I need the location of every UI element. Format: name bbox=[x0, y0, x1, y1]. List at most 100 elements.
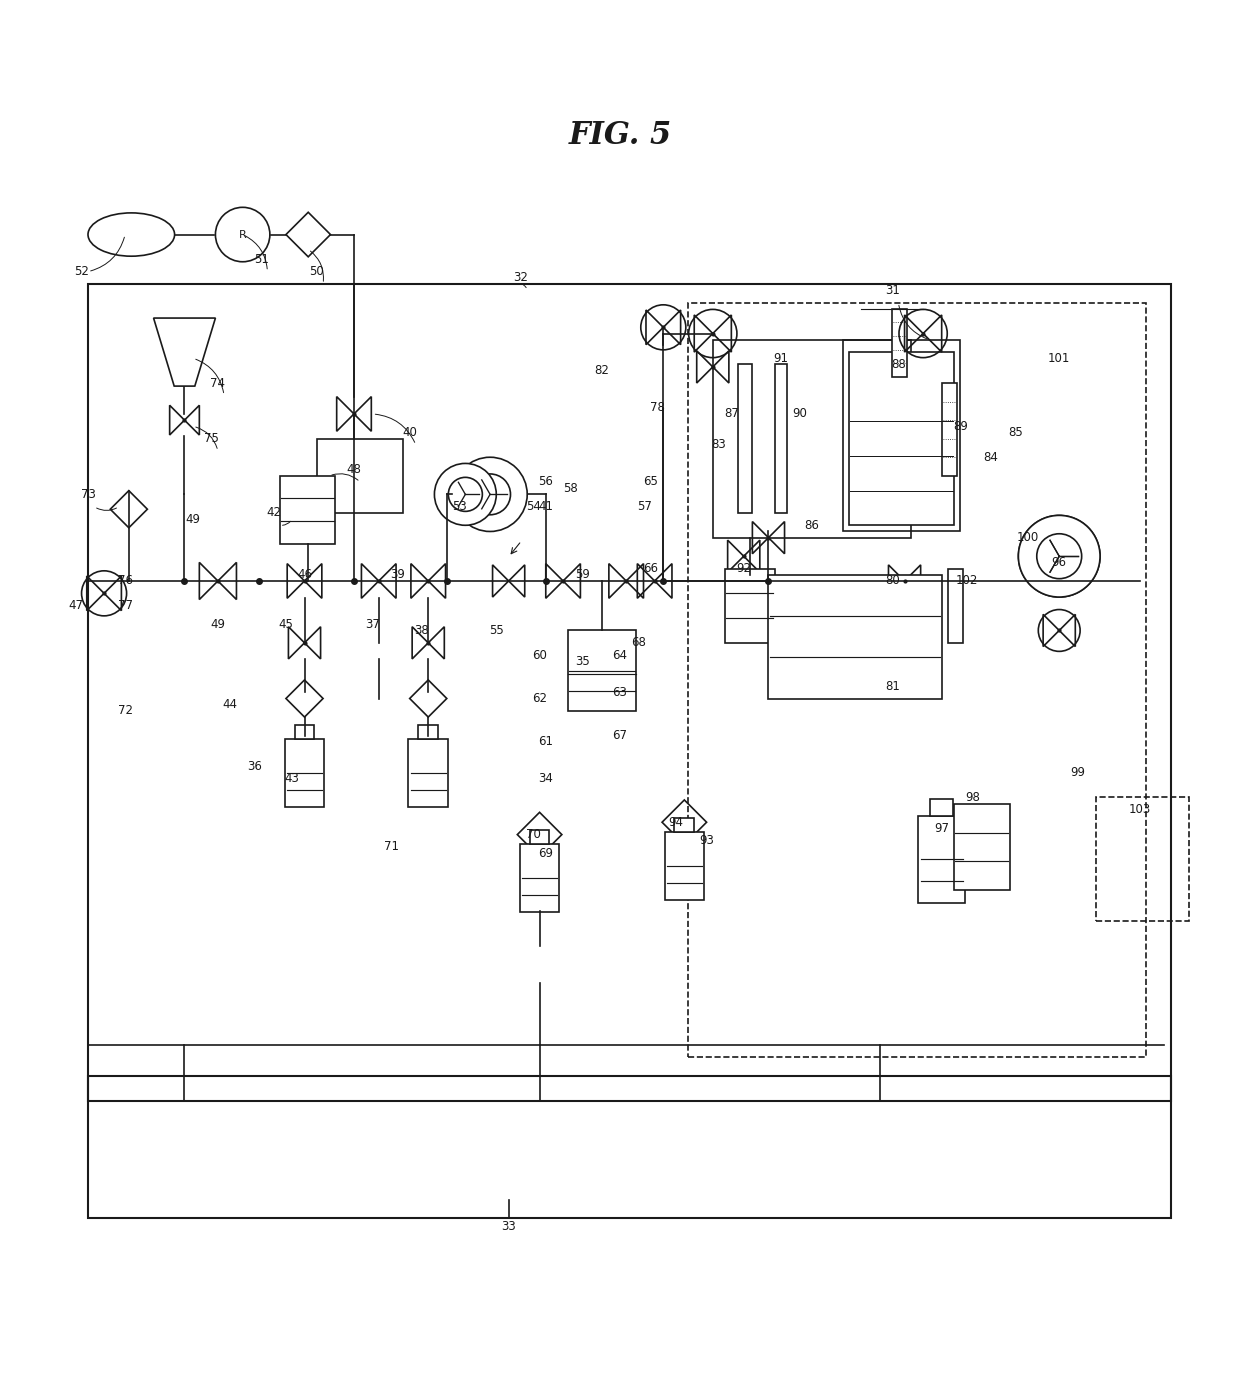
Bar bbox=[843, 339, 960, 531]
Text: 57: 57 bbox=[637, 500, 652, 513]
Text: 81: 81 bbox=[885, 679, 900, 693]
Text: 84: 84 bbox=[983, 451, 998, 464]
Text: 56: 56 bbox=[538, 475, 553, 489]
Bar bbox=[529, 830, 549, 844]
Bar bbox=[713, 339, 910, 538]
Text: 49: 49 bbox=[186, 513, 201, 525]
Text: 75: 75 bbox=[205, 432, 219, 446]
Bar bbox=[317, 439, 403, 513]
Text: 76: 76 bbox=[118, 574, 133, 588]
Text: 92: 92 bbox=[737, 562, 751, 576]
Text: 94: 94 bbox=[668, 816, 683, 828]
Text: 38: 38 bbox=[414, 624, 429, 637]
Text: 91: 91 bbox=[774, 352, 789, 365]
Text: 62: 62 bbox=[532, 692, 547, 705]
Bar bbox=[285, 739, 325, 806]
Text: 49: 49 bbox=[211, 617, 226, 631]
Bar bbox=[930, 799, 954, 816]
Bar bbox=[88, 284, 1171, 1101]
Bar bbox=[769, 574, 941, 698]
Text: 71: 71 bbox=[383, 841, 398, 854]
Circle shape bbox=[453, 457, 527, 531]
Text: 40: 40 bbox=[402, 426, 417, 439]
Bar bbox=[408, 739, 448, 806]
Text: 66: 66 bbox=[644, 562, 658, 576]
Text: 88: 88 bbox=[892, 358, 905, 372]
Bar bbox=[941, 383, 956, 476]
Text: 73: 73 bbox=[81, 488, 95, 502]
Ellipse shape bbox=[88, 212, 175, 256]
Text: 77: 77 bbox=[118, 599, 133, 612]
Circle shape bbox=[434, 464, 496, 525]
Text: 89: 89 bbox=[952, 420, 967, 433]
Bar bbox=[295, 725, 315, 739]
Circle shape bbox=[216, 207, 270, 261]
Text: 70: 70 bbox=[526, 828, 541, 841]
Circle shape bbox=[1018, 515, 1100, 597]
Polygon shape bbox=[286, 212, 331, 257]
Text: 97: 97 bbox=[934, 821, 949, 835]
Bar bbox=[568, 630, 636, 711]
Bar bbox=[688, 303, 1146, 1058]
Bar bbox=[88, 1076, 1171, 1218]
Text: 80: 80 bbox=[885, 574, 899, 588]
Text: 86: 86 bbox=[805, 518, 820, 532]
Text: FIG. 5: FIG. 5 bbox=[568, 120, 672, 151]
Text: 65: 65 bbox=[644, 475, 658, 489]
Polygon shape bbox=[154, 319, 216, 386]
Bar bbox=[918, 816, 965, 902]
Bar bbox=[675, 817, 694, 831]
Text: 31: 31 bbox=[885, 284, 900, 296]
Bar bbox=[725, 569, 775, 643]
Text: 46: 46 bbox=[298, 569, 312, 581]
Text: 64: 64 bbox=[613, 648, 627, 662]
Text: 87: 87 bbox=[724, 408, 739, 420]
Bar bbox=[1096, 798, 1189, 921]
Text: 96: 96 bbox=[1052, 556, 1066, 569]
Text: 85: 85 bbox=[1008, 426, 1023, 439]
Text: 98: 98 bbox=[965, 791, 980, 805]
Text: 33: 33 bbox=[501, 1221, 516, 1234]
Bar bbox=[954, 803, 1009, 890]
Text: 53: 53 bbox=[451, 500, 466, 513]
Text: 69: 69 bbox=[538, 847, 553, 859]
Text: 50: 50 bbox=[310, 265, 324, 278]
Bar bbox=[849, 352, 954, 525]
Text: 54: 54 bbox=[526, 500, 541, 513]
Text: 63: 63 bbox=[613, 686, 627, 698]
Text: 93: 93 bbox=[699, 834, 714, 848]
Text: 42: 42 bbox=[267, 507, 281, 520]
Text: 34: 34 bbox=[538, 773, 553, 785]
Circle shape bbox=[1018, 515, 1100, 597]
Bar bbox=[947, 569, 962, 643]
Text: 82: 82 bbox=[594, 365, 609, 377]
Bar bbox=[418, 725, 438, 739]
Text: 74: 74 bbox=[211, 377, 226, 390]
Text: 60: 60 bbox=[532, 648, 547, 662]
Text: 58: 58 bbox=[563, 482, 578, 495]
Text: 55: 55 bbox=[489, 624, 503, 637]
Polygon shape bbox=[492, 564, 525, 597]
Bar bbox=[280, 476, 336, 543]
Text: 41: 41 bbox=[538, 500, 553, 513]
Text: 101: 101 bbox=[1048, 352, 1070, 365]
Text: 43: 43 bbox=[285, 773, 300, 785]
Text: 72: 72 bbox=[118, 704, 133, 718]
Text: 44: 44 bbox=[223, 698, 238, 711]
Text: 48: 48 bbox=[346, 464, 361, 476]
Text: 100: 100 bbox=[1017, 531, 1039, 545]
Text: 39: 39 bbox=[389, 569, 404, 581]
Text: 36: 36 bbox=[248, 760, 263, 773]
Text: R: R bbox=[239, 229, 247, 239]
Text: 102: 102 bbox=[955, 574, 977, 588]
Bar bbox=[893, 309, 906, 377]
Text: 78: 78 bbox=[650, 401, 665, 415]
Text: 51: 51 bbox=[254, 253, 269, 265]
Text: 47: 47 bbox=[68, 599, 83, 612]
Text: 37: 37 bbox=[365, 617, 379, 631]
Text: 83: 83 bbox=[712, 439, 727, 451]
Text: 68: 68 bbox=[631, 636, 646, 650]
Text: 52: 52 bbox=[74, 265, 89, 278]
Text: 103: 103 bbox=[1128, 803, 1151, 816]
Text: 45: 45 bbox=[279, 617, 294, 631]
